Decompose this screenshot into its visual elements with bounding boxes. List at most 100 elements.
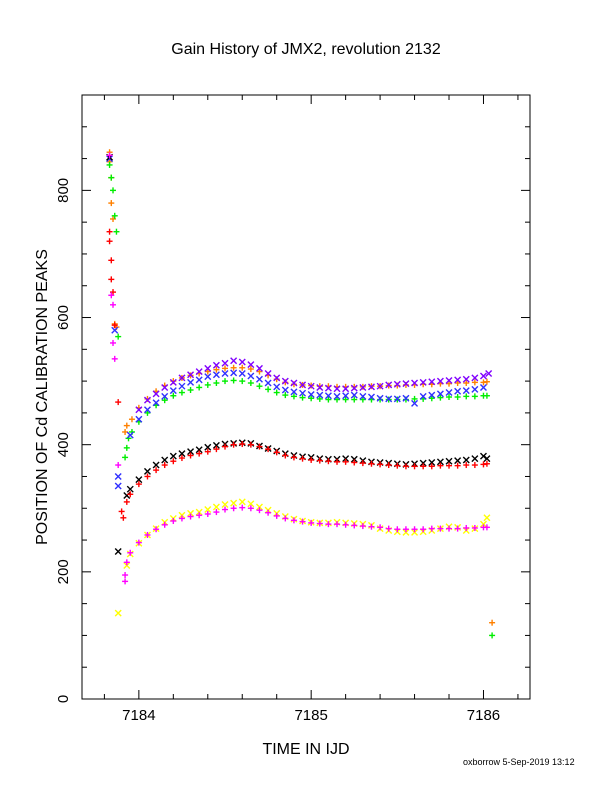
data-point-blue (471, 385, 479, 393)
data-point-magenta (359, 523, 366, 530)
data-point-green (144, 409, 151, 416)
data-point-green (325, 396, 332, 403)
data-point-blue (238, 369, 246, 377)
data-point-red (230, 441, 237, 448)
data-point-blue (307, 390, 315, 398)
y-axis-label: POSITION OF Cd CALIBRATION PEAKS (34, 249, 51, 545)
data-point-blue (273, 383, 281, 391)
data-point-purple (411, 379, 419, 387)
data-point-green (106, 161, 113, 168)
data-point-purple (350, 384, 358, 392)
data-point-red (161, 462, 168, 469)
y-tick-label: 600 (55, 305, 72, 330)
data-point-blue (114, 472, 122, 480)
data-point-red (265, 446, 272, 453)
data-point-red (127, 491, 134, 498)
data-point-green (299, 394, 306, 401)
data-point-red (368, 460, 375, 467)
data-point-yellow (212, 503, 220, 511)
data-point-purple (255, 364, 263, 372)
data-point-black (114, 548, 122, 555)
data-point-blue (419, 392, 427, 400)
data-points (106, 149, 496, 639)
data-point-blue (428, 391, 436, 399)
data-point-purple (247, 361, 255, 369)
data-point-black (195, 446, 203, 454)
data-point-purple (152, 390, 160, 398)
data-point-yellow (114, 609, 122, 617)
data-point-red (108, 257, 115, 264)
data-point-purple (169, 378, 177, 386)
data-point-green (454, 394, 461, 400)
data-point-red (120, 514, 127, 521)
data-point-magenta (122, 578, 129, 585)
data-point-blue (290, 388, 298, 396)
axis-ticks: 7184 7185 7186 0 200 400 600 800 (55, 95, 530, 724)
data-point-green (222, 378, 229, 385)
data-point-red (222, 443, 229, 450)
data-point-red (428, 463, 435, 470)
data-point-green (273, 389, 280, 396)
data-point-blue (126, 431, 134, 439)
data-point-magenta (394, 526, 401, 533)
data-point-green (308, 395, 315, 402)
data-point-red (483, 460, 490, 467)
data-point-purple (359, 383, 367, 391)
data-point-red (108, 276, 115, 283)
data-point-blue (436, 390, 444, 398)
x-tick-label: 7184 (122, 707, 155, 724)
data-point-magenta (204, 510, 211, 517)
data-point-green (256, 383, 263, 390)
data-point-red (106, 238, 113, 245)
data-point-blue (385, 395, 393, 403)
data-point-green (161, 397, 168, 404)
plot-frame (81, 94, 531, 700)
data-point-blue (247, 372, 255, 380)
data-point-orange (247, 366, 254, 373)
data-point-green (187, 387, 194, 394)
data-point-purple (385, 381, 393, 389)
data-point-purple (316, 383, 324, 391)
data-point-yellow (221, 500, 229, 508)
data-point-green (334, 396, 341, 403)
data-point-purple (195, 368, 203, 376)
data-point-green (437, 394, 444, 401)
data-point-black (152, 461, 160, 469)
data-point-green (247, 380, 254, 387)
data-point-yellow (255, 503, 263, 511)
data-point-red (256, 443, 263, 450)
data-point-blue (264, 379, 272, 387)
data-point-magenta (463, 524, 470, 531)
data-point-red (282, 452, 289, 459)
data-point-magenta (368, 523, 375, 530)
data-point-green (204, 381, 211, 388)
y-tick-label: 0 (55, 695, 72, 703)
data-point-purple (161, 383, 169, 391)
data-point-purple (485, 369, 493, 377)
data-point-magenta (127, 549, 134, 556)
data-point-yellow (178, 511, 186, 519)
data-point-red (247, 441, 254, 448)
data-point-magenta (135, 539, 142, 546)
data-point-orange (204, 368, 211, 375)
data-point-magenta (108, 292, 115, 299)
data-point-blue (393, 395, 401, 403)
data-point-blue (445, 389, 453, 397)
data-point-blue (350, 391, 358, 399)
y-tick-label: 800 (55, 178, 72, 203)
data-point-red (196, 450, 203, 457)
data-point-black (161, 456, 169, 464)
data-point-black (212, 441, 220, 449)
data-point-magenta (115, 462, 122, 469)
data-point-yellow (483, 514, 491, 522)
data-point-magenta (308, 519, 315, 526)
data-point-purple (393, 380, 401, 388)
data-point-magenta (299, 518, 306, 525)
data-point-purple (324, 384, 332, 392)
data-point-magenta (265, 509, 272, 516)
data-point-yellow (204, 506, 212, 514)
data-point-blue (221, 369, 229, 377)
data-point-magenta (230, 505, 237, 512)
data-point-orange (256, 368, 263, 375)
